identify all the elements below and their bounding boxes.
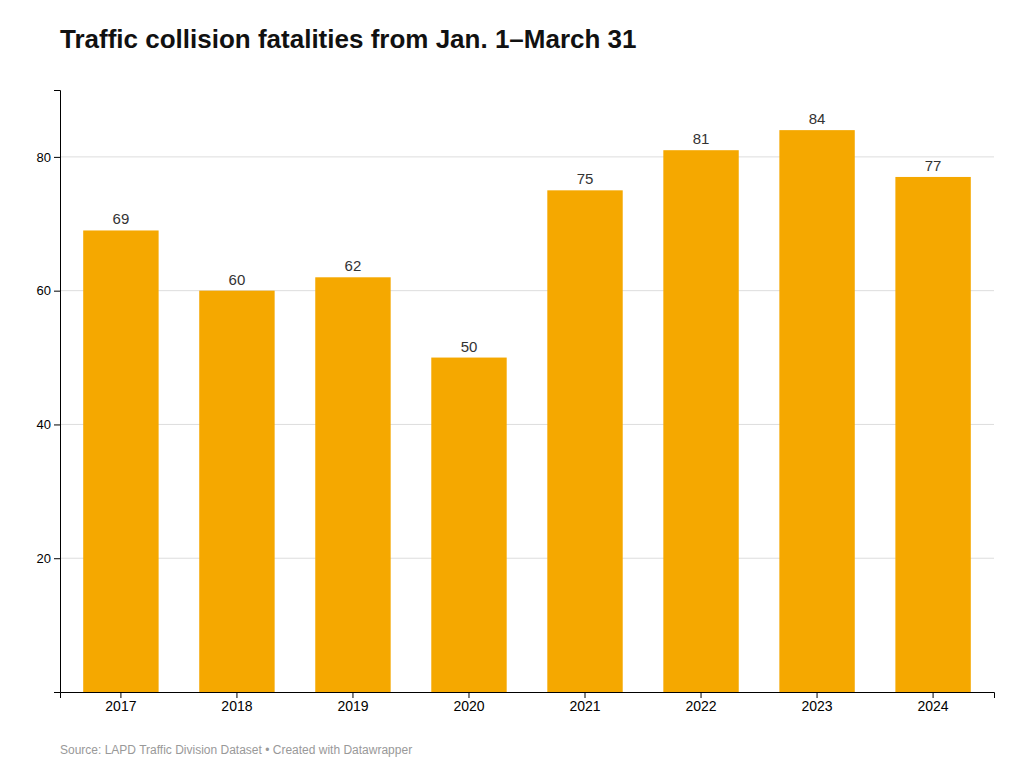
tick-mark: [54, 157, 60, 158]
tick-label: 40: [37, 417, 51, 432]
plot: 69 60 62 50 75 81 84 77 20 40 60 80 2017 2018 2019 2020…: [37, 91, 995, 714]
tick-label: 2018: [221, 698, 252, 714]
data-label: 62: [345, 257, 362, 274]
bar: [547, 190, 622, 692]
data-label: 60: [229, 271, 246, 288]
tick: 2017: [105, 692, 136, 714]
tick-label: 2023: [801, 698, 832, 714]
tick: 80: [37, 150, 60, 165]
tick-label: 60: [37, 283, 51, 298]
tick: 2022: [685, 692, 716, 714]
tick-label: 2022: [685, 698, 716, 714]
x-axis: 2017 2018 2019 2020 2021 2022 2023 2024: [61, 692, 995, 714]
data-label: 75: [577, 170, 594, 187]
tick: 40: [37, 417, 60, 432]
tick-label: 2024: [918, 698, 949, 714]
tick-label: 2021: [569, 698, 600, 714]
tick: 2024: [918, 692, 949, 714]
chart: Traffic collision fatalities from Jan. 1…: [0, 0, 1024, 772]
axis-line: [61, 693, 995, 699]
tick-label: 2017: [105, 698, 136, 714]
tick: 2018: [221, 692, 252, 714]
data-labels: 69 60 62 50 75 81 84 77: [113, 110, 942, 354]
bar: [431, 358, 506, 692]
title: Traffic collision fatalities from Jan. 1…: [60, 24, 637, 54]
data-label: 69: [113, 210, 130, 227]
tick-label: 2020: [453, 698, 484, 714]
tick: 2023: [801, 692, 832, 714]
caption: Source: LAPD Traffic Division Dataset • …: [60, 743, 412, 757]
bar: [199, 291, 274, 692]
tick: 2020: [453, 692, 484, 714]
tick-label: 2019: [337, 698, 368, 714]
tick-label: 20: [37, 551, 51, 566]
tick: 60: [37, 283, 60, 298]
axis-line: [54, 91, 61, 693]
bar: [663, 150, 738, 692]
tick: 20: [37, 551, 60, 566]
tick-mark: [54, 424, 60, 425]
data-label: 77: [925, 157, 942, 174]
y-axis: 20 40 60 80: [37, 91, 61, 693]
bars: [83, 130, 971, 692]
tick-mark: [54, 558, 60, 559]
data-label: 50: [461, 338, 478, 355]
tick-label: 80: [37, 150, 51, 165]
bar: [895, 177, 970, 692]
bar: [83, 230, 158, 692]
tick: 2019: [337, 692, 368, 714]
bar: [315, 277, 390, 692]
bar: [779, 130, 854, 692]
data-label: 84: [809, 110, 826, 127]
tick-mark: [54, 291, 60, 292]
tick: 2021: [569, 692, 600, 714]
data-label: 81: [693, 130, 710, 147]
